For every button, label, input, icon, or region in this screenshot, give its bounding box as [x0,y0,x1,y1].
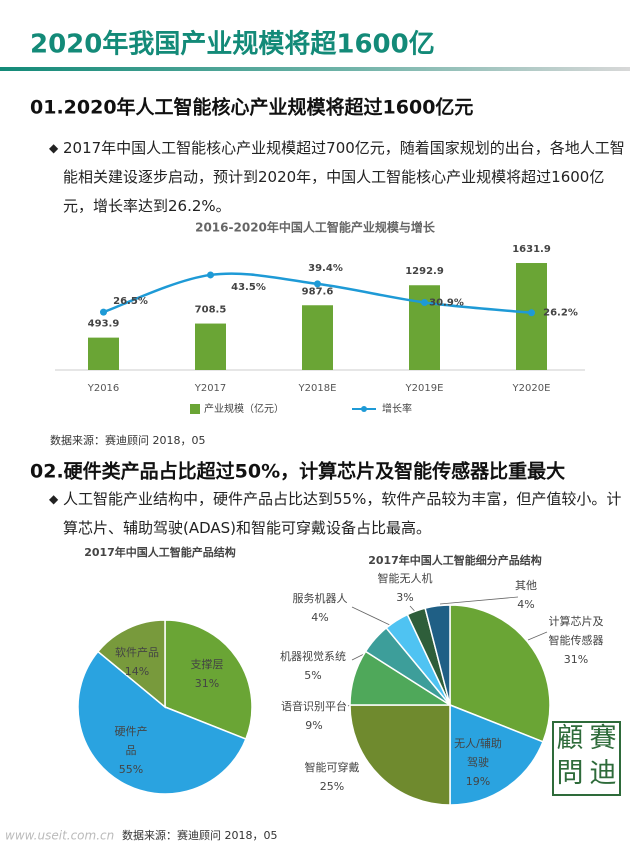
slice-name: 支撑层 [190,658,224,671]
slice-label: 服务机器人 4% [280,589,360,627]
line-marker [528,309,535,317]
legend-swatch [361,406,367,412]
x-tick-label: Y2019E [405,383,444,394]
bar-label: 987.6 [302,286,334,297]
slice-value: 4% [311,611,329,624]
slice-label: 计算芯片及智能传感器 31% [547,612,605,669]
section-heading: 02.硬件类产品占比超过50%，计算芯片及智能传感器比重最大 [30,460,565,483]
slice-label: 无人/辅助驾驶 19% [451,734,505,791]
slice-label: 软件产品 14% [107,643,167,681]
section-heading: 01.2020年人工智能核心产业规模将超过1600亿元 [30,96,473,119]
legend-label: 产业规模（亿元） [204,402,284,415]
legend-label: 增长率 [382,402,412,415]
watermark: www.useit.com.cn [5,829,114,843]
slice-value: 31% [563,653,589,666]
slice-value: 25% [319,780,345,793]
slice-name: 硬件产品 [114,725,148,757]
slice-label: 智能无人机 3% [365,569,445,607]
logo-char: 迪 [590,758,617,788]
slice-name: 智能无人机 [377,572,433,585]
slice-label: 智能可穿戴 25% [292,758,372,796]
slice-label: 其他 4% [506,576,546,614]
slice-value: 19% [465,775,491,788]
legend-swatch [190,404,200,414]
bar [516,263,547,370]
slice-value: 9% [305,719,323,732]
line-label: 26.5% [113,296,148,307]
x-tick-label: Y2017 [194,383,227,394]
line-marker [421,298,428,306]
slice-name: 服务机器人 [292,592,348,605]
slice-name: 语音识别平台 [281,700,347,713]
chart-title: 2016-2020年中国人工智能产业规模与增长 [195,220,436,235]
bar [88,337,119,370]
line-label: 26.2% [543,308,578,319]
chart-title: 2017年中国人工智能产品结构 [84,545,236,559]
line-marker [314,280,321,288]
slice-value: 14% [124,665,150,678]
slice-name: 软件产品 [115,646,159,659]
slice-label: 硬件产品 55% [111,722,151,779]
line-marker [100,308,107,316]
slice-value: 5% [304,669,322,682]
page-title: 2020年我国产业规模将超1600亿 [30,29,435,60]
slice-name: 计算芯片及智能传感器 [548,615,604,647]
logo-char: 顧 [557,723,584,753]
bullet-text: 人工智能产业结构中，硬件产品占比达到55%，软件产品较为丰富，但产值较小。计算芯… [49,485,623,543]
line-marker [207,271,214,279]
chart-title: 2017年中国人工智能细分产品结构 [368,553,542,567]
line-label: 43.5% [231,282,266,293]
logo-char: 問 [557,758,584,788]
slice-name: 智能可穿戴 [304,761,360,774]
bullet-text: 2017年中国人工智能核心产业规模超过700亿元，随着国家规划的出台，各地人工智… [49,134,630,221]
slice-value: 31% [194,677,220,690]
bar-label: 708.5 [195,305,227,316]
slice-value: 4% [517,598,535,611]
pie-slice [449,703,544,806]
logo-char: 賽 [590,723,617,753]
slice-value: 3% [396,591,414,604]
slice-name: 机器视觉系统 [280,650,346,663]
bar [302,305,333,370]
bar [195,323,226,370]
line-label: 39.4% [308,263,343,274]
bar-label: 1292.9 [405,266,444,277]
slice-value: 55% [118,763,144,776]
logo-frame [552,721,621,796]
bar-label: 1631.9 [512,244,551,255]
pie-slice [96,619,166,709]
pie-slice [77,650,247,795]
line-label: 30.9% [429,297,464,308]
source-note: 数据来源：赛迪顾问 2018，05 [122,828,278,842]
x-tick-label: Y2018E [298,383,337,394]
x-tick-label: Y2016 [87,383,120,394]
slice-label: 机器视觉系统 5% [273,647,353,685]
pie-slice [424,604,451,706]
pie-slice [449,604,551,743]
title-rule [0,67,630,71]
slice-name: 其他 [515,579,537,592]
slice-name: 无人/辅助驾驶 [454,737,502,769]
source-note: 数据来源：赛迪顾问 2018，05 [50,433,206,447]
x-tick-label: Y2020E [512,383,551,394]
pie-slice [164,619,253,741]
slice-label: 语音识别平台 9% [274,697,354,735]
bar-label: 493.9 [88,319,120,330]
slice-label: 支撑层 31% [182,655,232,693]
pie-slice [349,704,451,806]
